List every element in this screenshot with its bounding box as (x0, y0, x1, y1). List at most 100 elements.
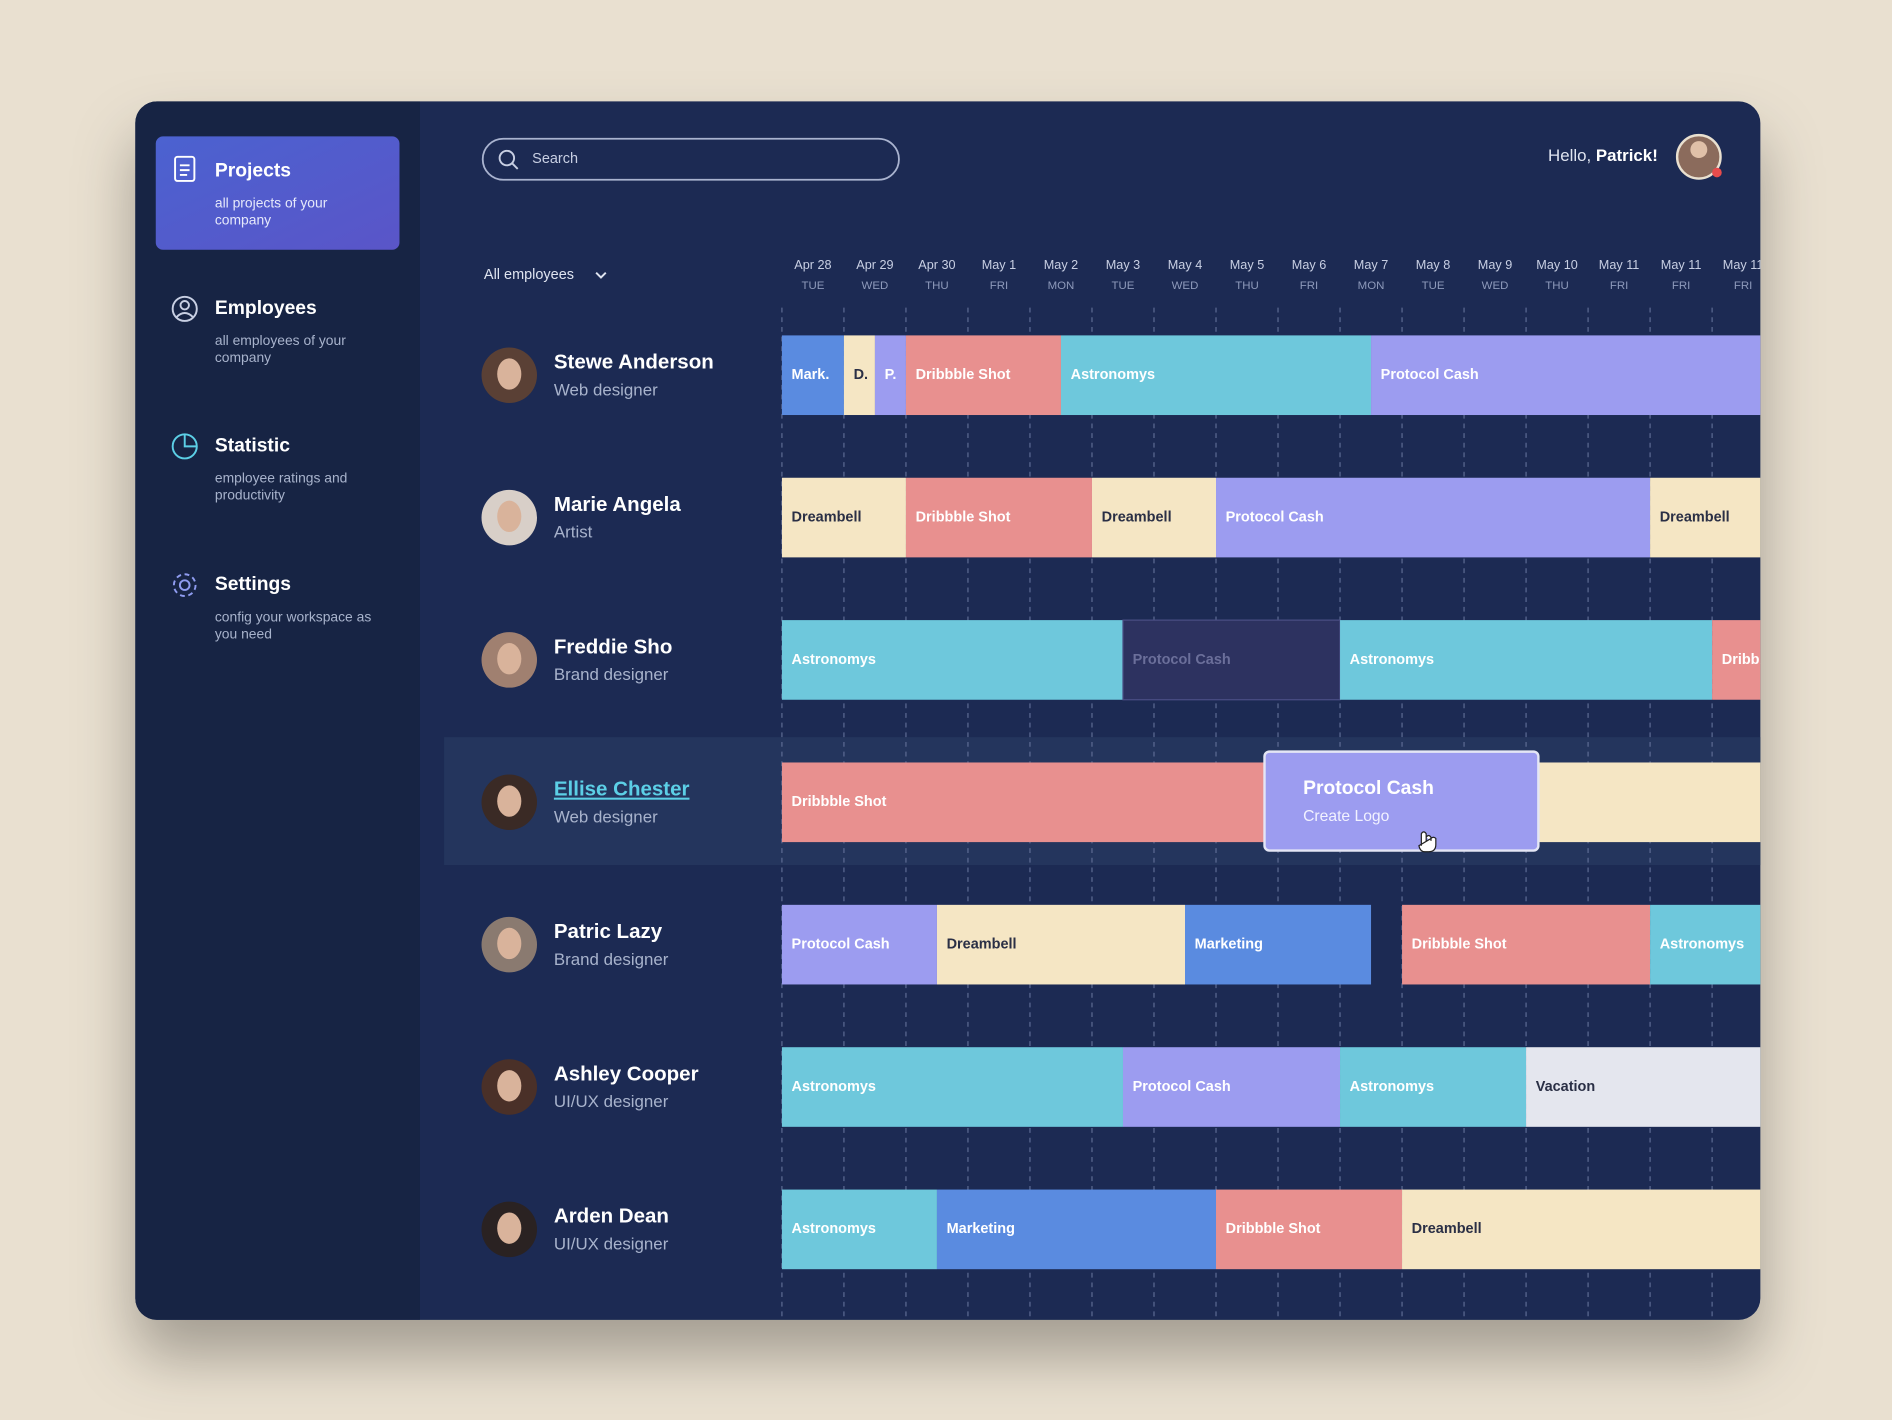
weekday-label: TUE (1112, 280, 1135, 292)
task-label[interactable]: Dribbble Shot (1226, 1221, 1321, 1237)
task-label[interactable]: Astronomys (792, 1221, 876, 1237)
task-bar[interactable] (905, 335, 1061, 416)
task-label[interactable]: Dribbble Shot (1722, 652, 1817, 668)
tooltip-card[interactable] (1263, 750, 1540, 852)
avatar-face (497, 1212, 522, 1244)
task-bar[interactable] (1402, 904, 1651, 985)
task-bar[interactable] (781, 1189, 937, 1270)
settings-icon (178, 579, 191, 591)
tooltip-title[interactable]: Protocol Cash (1303, 778, 1434, 799)
nav-active[interactable] (155, 136, 400, 250)
task-bar[interactable] (1340, 620, 1713, 700)
date-label: May 11 (1723, 258, 1764, 272)
task-bar[interactable] (781, 335, 844, 416)
task-label[interactable]: Dreambell (792, 509, 862, 525)
task-label[interactable]: Protocol Cash (1133, 652, 1231, 668)
task-bar[interactable] (1526, 1047, 1774, 1127)
nav-title[interactable]: Statistic (215, 435, 290, 456)
nav-subtitle[interactable]: productivity (215, 487, 285, 503)
task-bar[interactable] (1712, 620, 1836, 700)
date-label: Apr 29 (856, 258, 893, 272)
task-bar[interactable] (1216, 1189, 1403, 1270)
nav-title[interactable]: Settings (215, 574, 291, 595)
task-label[interactable]: Protocol Cash (1226, 509, 1324, 525)
nav-title[interactable]: Employees (215, 298, 317, 319)
weekday-label: TUE (1422, 280, 1445, 292)
task-bar[interactable] (781, 620, 1123, 700)
nav-subtitle[interactable]: config your workspace as (215, 608, 371, 624)
task-bar[interactable] (1216, 477, 1651, 558)
cursor-hand (1418, 831, 1437, 853)
employee-role: UI/UX designer (554, 1092, 669, 1111)
task-bar[interactable] (905, 477, 1092, 558)
nav-subtitle[interactable]: company (215, 211, 271, 227)
task-label[interactable]: Astronomys (1350, 1079, 1434, 1095)
task-bar[interactable] (1371, 335, 1805, 416)
task-label[interactable]: Astronomys (1350, 652, 1434, 668)
nav-title[interactable]: Projects (215, 160, 291, 181)
date-label: May 4 (1168, 258, 1202, 272)
employee-role: UI/UX designer (554, 1235, 669, 1254)
task-label[interactable]: Astronomys (792, 1079, 876, 1095)
task-label[interactable]: Dribbble Shot (916, 509, 1011, 525)
task-label[interactable]: Protocol Cash (792, 936, 890, 952)
employee-filter[interactable]: All employees (484, 267, 574, 283)
task-label[interactable]: Dribbble Shot (916, 367, 1011, 383)
task-bar[interactable] (1650, 904, 1774, 985)
search-placeholder[interactable]: Search (532, 151, 578, 167)
task-label[interactable]: Mark. (792, 367, 830, 383)
task-label[interactable]: Astronomys (792, 652, 876, 668)
task-bar[interactable] (1184, 904, 1372, 985)
employee-name: Patric Lazy (554, 920, 663, 943)
task-bar[interactable] (1402, 1189, 1774, 1270)
task-bar[interactable] (1091, 477, 1217, 558)
task-label[interactable]: Dreambell (1102, 509, 1172, 525)
nav-subtitle[interactable]: company (215, 349, 271, 365)
statistic-icon (183, 434, 197, 448)
task-bar[interactable] (936, 904, 1185, 985)
nav-subtitle[interactable]: you need (215, 625, 272, 641)
task-label[interactable]: D. (854, 367, 868, 383)
task-label[interactable]: Astronomys (1071, 367, 1155, 383)
task-label[interactable]: Vacation (1536, 1079, 1596, 1095)
date-label: May 7 (1354, 258, 1388, 272)
date-label: May 5 (1230, 258, 1264, 272)
task-bar[interactable] (843, 335, 875, 416)
task-label[interactable]: Marketing (947, 1221, 1015, 1237)
task-label[interactable]: Dribbble Shot (1412, 936, 1507, 952)
task-label[interactable]: Dreambell (947, 936, 1017, 952)
dropdown-chevron[interactable] (595, 271, 607, 279)
task-label[interactable]: P. (885, 367, 897, 383)
weekday-label: THU (1235, 280, 1259, 292)
nav-subtitle[interactable]: employee ratings and (215, 470, 348, 486)
task-bar[interactable] (1122, 1047, 1341, 1127)
task-bar[interactable] (781, 904, 937, 985)
task-bar[interactable] (1060, 335, 1372, 416)
weekday-label: WED (1172, 280, 1199, 292)
task-label[interactable]: Marketing (1195, 936, 1263, 952)
employee-name: Arden Dean (554, 1205, 669, 1228)
task-label[interactable]: Protocol Cash (1381, 367, 1479, 383)
tooltip-subtitle[interactable]: Create Logo (1303, 808, 1390, 825)
search-icon (511, 162, 519, 170)
search-box[interactable] (481, 137, 900, 181)
weekday-label: FRI (1734, 280, 1752, 292)
employee-name[interactable]: Ellise Chester (554, 778, 690, 801)
employee-role: Web designer (554, 380, 658, 399)
task-bar[interactable] (874, 335, 906, 416)
nav-subtitle[interactable]: all projects of your (215, 195, 328, 211)
task-bar[interactable] (936, 1189, 1217, 1270)
task-bar[interactable] (781, 1047, 1123, 1127)
task-bar[interactable] (1650, 477, 1774, 558)
nav-subtitle[interactable]: all employees of your (215, 332, 346, 348)
task-label[interactable]: Dreambell (1660, 509, 1730, 525)
task-bar[interactable] (781, 477, 906, 558)
task-bar[interactable] (1340, 1047, 1527, 1127)
task-label[interactable]: Protocol Cash (1133, 1079, 1231, 1095)
task-label[interactable]: Dribbble Shot (792, 794, 887, 810)
task-label[interactable]: Dreambell (1412, 1221, 1482, 1237)
task-bar[interactable] (781, 762, 1279, 843)
weekday-label: MON (1048, 280, 1075, 292)
task-label[interactable]: Astronomys (1660, 936, 1744, 952)
